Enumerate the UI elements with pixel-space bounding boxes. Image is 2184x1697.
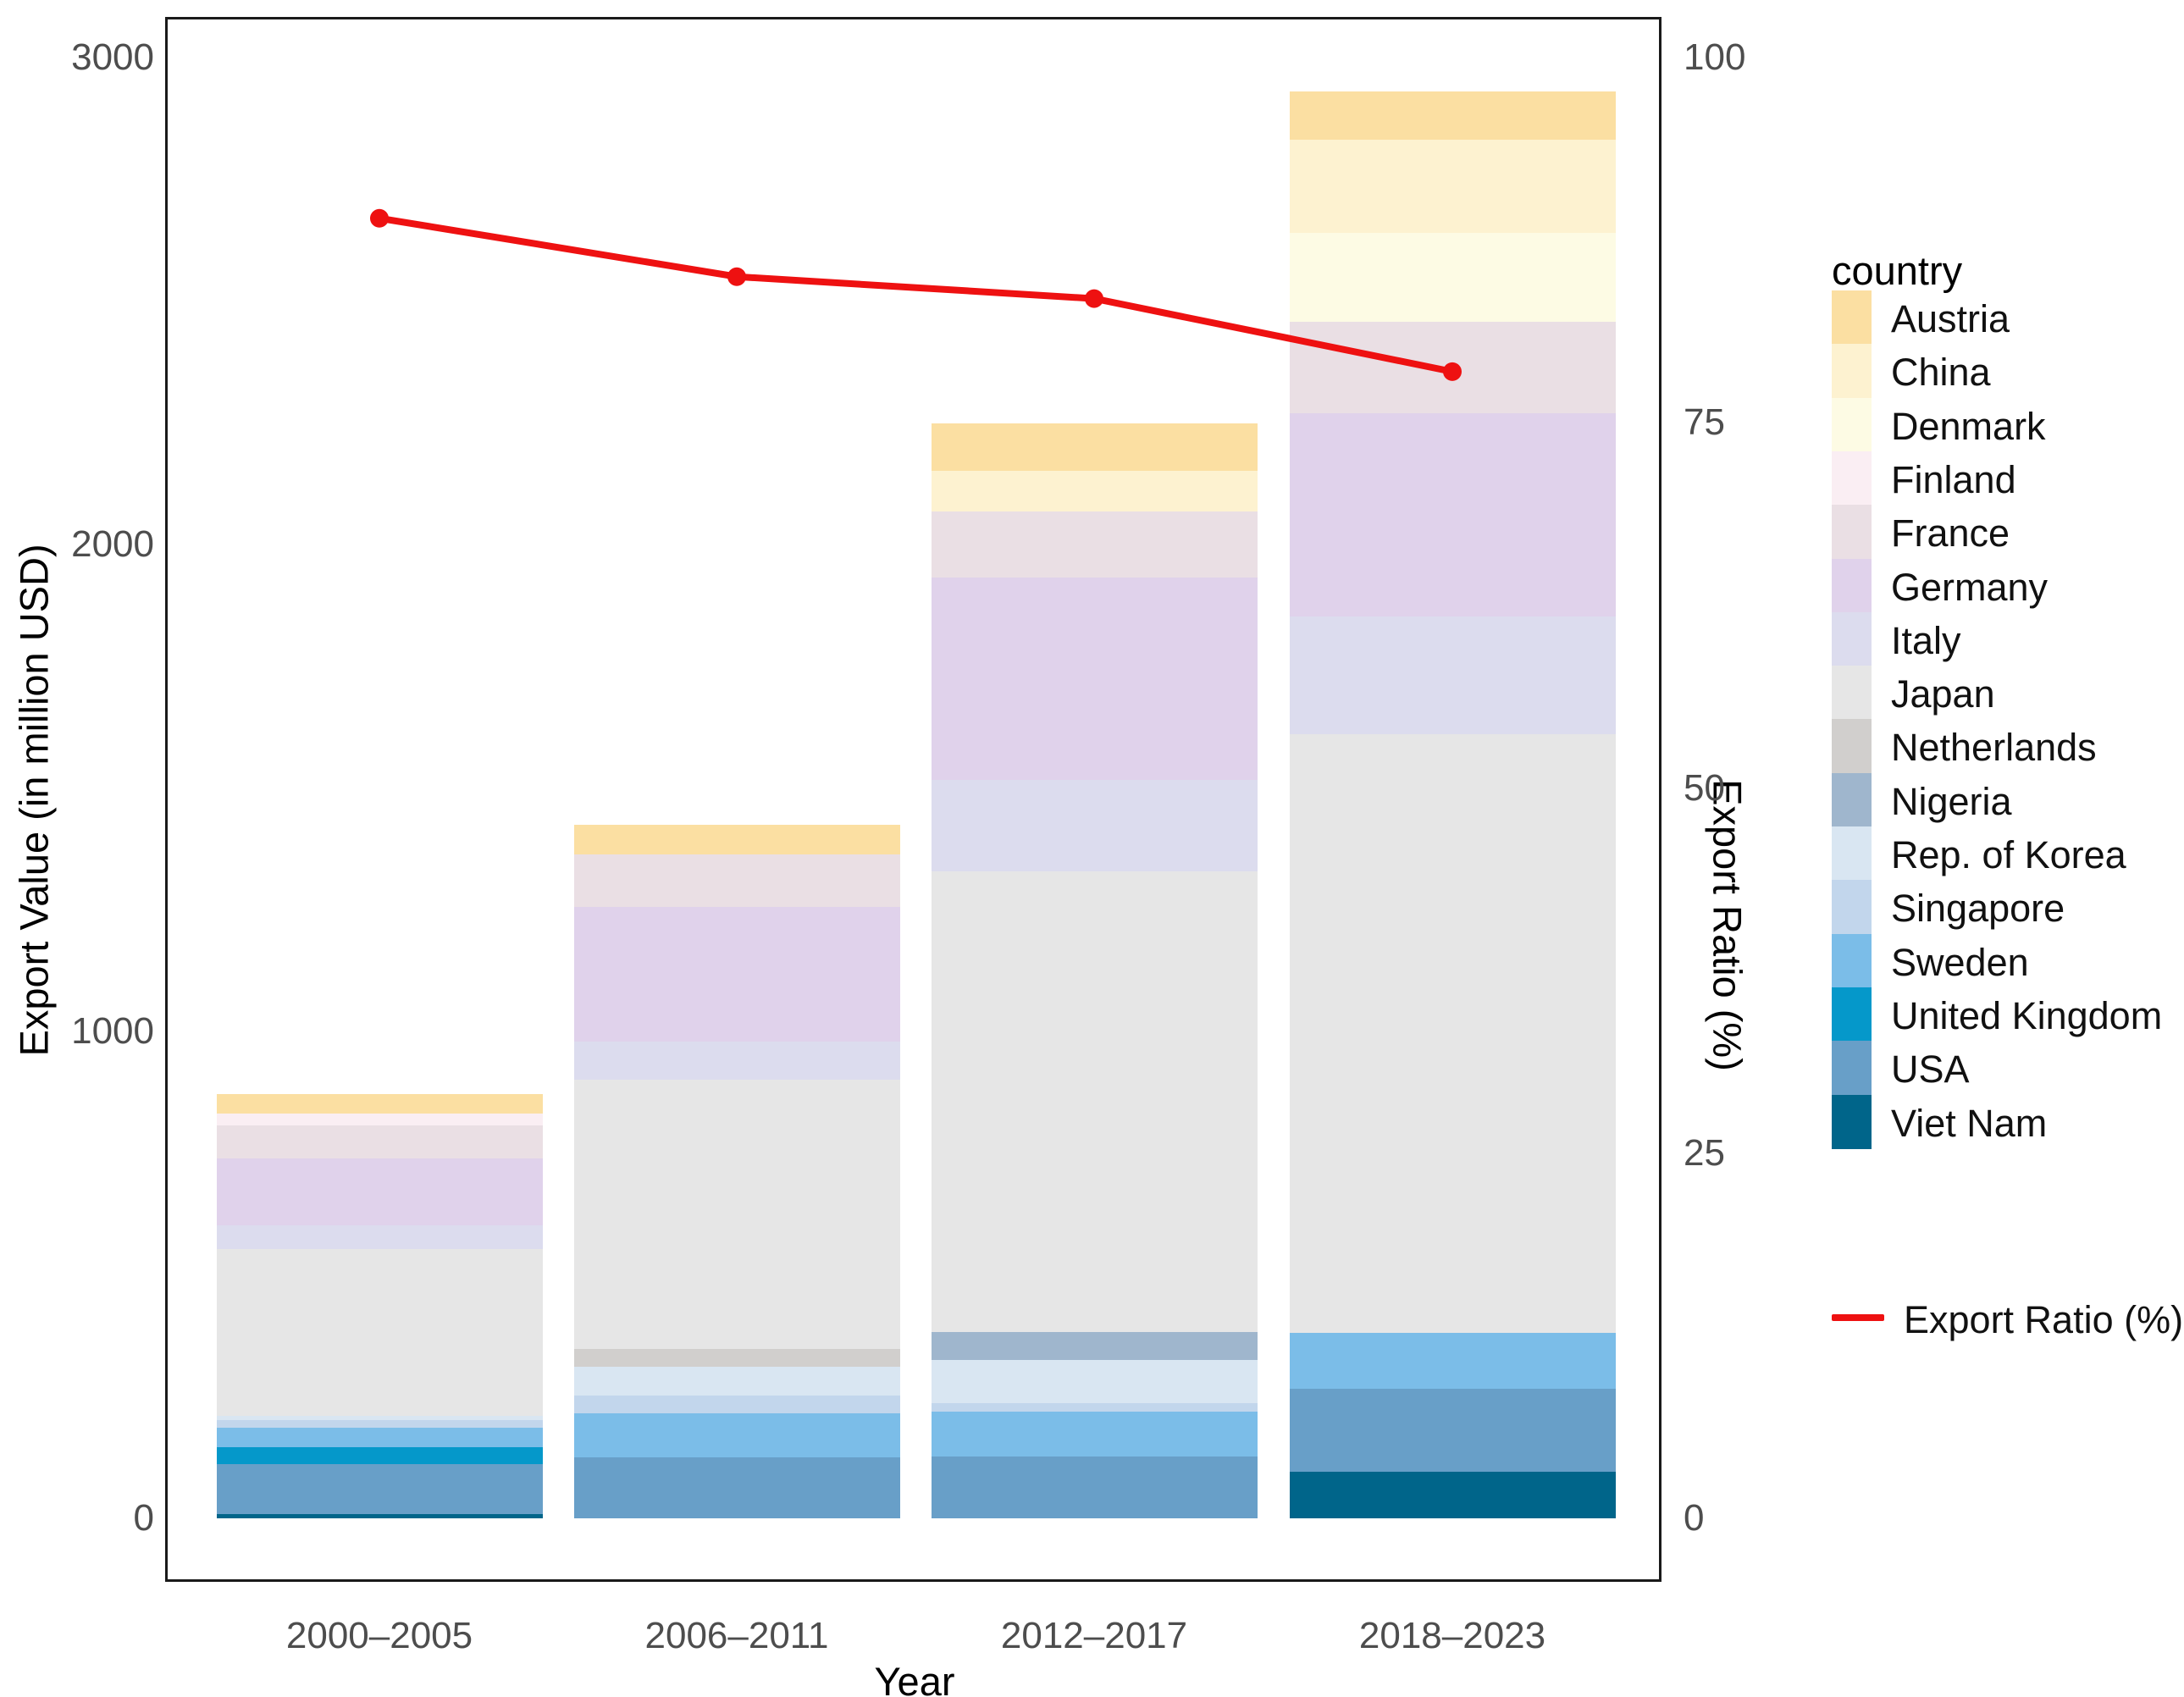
bar-segment-usa <box>1289 1389 1616 1472</box>
bar-segment-italy <box>931 780 1258 872</box>
bar-segment-china <box>931 470 1258 512</box>
bar-segment-austria <box>216 1094 543 1114</box>
legend-swatch-china <box>1832 344 1872 399</box>
legend-swatch-singapore <box>1832 880 1872 935</box>
legend-swatch-netherlands <box>1832 719 1872 774</box>
bar-segment-sweden <box>1289 1332 1616 1390</box>
legend-label-singapore: Singapore <box>1891 887 2065 931</box>
legend-swatch-nigeria <box>1832 772 1872 827</box>
legend-swatch-denmark <box>1832 397 1872 452</box>
y-axis-tick-left: 3000 <box>71 36 154 78</box>
bar-segment-usa <box>931 1456 1258 1518</box>
y-axis-title-left: Export Value (in million USD) <box>11 544 57 1057</box>
bar-segment-netherlands <box>573 1349 900 1368</box>
bar-segment-viet-nam <box>216 1513 543 1518</box>
y-axis-tick-left: 0 <box>133 1497 154 1539</box>
bar-segment-sweden <box>216 1428 543 1448</box>
export-ratio-legend-line <box>1832 1314 1884 1321</box>
bar-segment-sweden <box>931 1412 1258 1457</box>
y-axis-tick-right: 75 <box>1684 401 1725 444</box>
bar-segment-germany <box>1289 412 1616 617</box>
bar-segment-singapore <box>573 1396 900 1413</box>
legend-swatch-usa <box>1832 1041 1872 1096</box>
legend-swatch-japan <box>1832 666 1872 721</box>
legend-title: country <box>1832 248 1963 293</box>
bar-segment-china <box>1289 140 1616 233</box>
bar-segment-italy <box>573 1042 900 1080</box>
bar-segment-italy <box>216 1224 543 1250</box>
bar-segment-singapore <box>931 1403 1258 1412</box>
legend-label-denmark: Denmark <box>1891 404 2046 448</box>
legend-swatch-united-kingdom <box>1832 987 1872 1042</box>
bar-segment-sweden <box>573 1412 900 1458</box>
legend-label-usa: USA <box>1891 1047 1970 1092</box>
legend-label-sweden: Sweden <box>1891 940 2029 984</box>
legend-label-netherlands: Netherlands <box>1891 726 2097 770</box>
legend-swatch-rep-of-korea <box>1832 826 1872 881</box>
bar-segment-usa <box>573 1457 900 1518</box>
legend-label-austria: Austria <box>1891 297 2010 340</box>
y-axis-tick-left: 1000 <box>71 1010 154 1052</box>
bar-segment-italy <box>1289 616 1616 735</box>
y-axis-tick-right: 50 <box>1684 766 1725 809</box>
bar-segment-japan <box>216 1249 543 1417</box>
x-axis-tick: 2000–2005 <box>285 1615 473 1656</box>
legend-swatch-sweden <box>1832 933 1872 988</box>
legend-label-germany: Germany <box>1891 565 2049 609</box>
bar-segment-united-kingdom <box>216 1447 543 1465</box>
bar-segment-japan <box>573 1079 900 1350</box>
y-axis-tick-right: 25 <box>1684 1131 1725 1174</box>
export-ratio-legend-label: Export Ratio (%) <box>1904 1298 2184 1341</box>
legend-swatch-austria <box>1832 290 1872 345</box>
legend-label-italy: Italy <box>1891 618 1961 662</box>
bar-segment-singapore <box>216 1419 543 1429</box>
bar-segment-france <box>931 511 1258 578</box>
x-axis-tick: 2018–2023 <box>1358 1615 1546 1656</box>
legend-label-viet-nam: Viet Nam <box>1891 1101 2048 1145</box>
legend-label-france: France <box>1891 511 2010 556</box>
y-axis-tick-right: 100 <box>1684 36 1746 78</box>
x-axis-title: Year <box>874 1659 955 1697</box>
bar-segment-france <box>1289 322 1616 413</box>
legend-label-finland: Finland <box>1891 457 2016 501</box>
y-axis-tick-right: 0 <box>1684 1497 1705 1539</box>
bar-segment-germany <box>931 577 1258 781</box>
x-axis-tick: 2012–2017 <box>1000 1615 1188 1656</box>
bar-segment-france <box>216 1125 543 1159</box>
x-axis-tick: 2006–2011 <box>644 1615 829 1656</box>
legend-swatch-viet-nam <box>1832 1094 1872 1149</box>
bar-segment-viet-nam <box>1289 1471 1616 1518</box>
bar-segment-austria <box>573 825 900 855</box>
legend-swatch-finland <box>1832 451 1872 506</box>
bar-segment-usa <box>216 1464 543 1514</box>
legend-label-united-kingdom: United Kingdom <box>1891 993 2163 1037</box>
bar-segment-japan <box>1289 734 1616 1333</box>
bar-segment-france <box>573 854 900 908</box>
legend-swatch-germany <box>1832 558 1872 613</box>
bar-segment-austria <box>931 423 1258 471</box>
bar-segment-nigeria <box>931 1331 1258 1360</box>
bar-segment-denmark <box>1289 233 1616 323</box>
bar-segment-austria <box>1289 91 1616 141</box>
bar-segment-finland <box>216 1114 543 1125</box>
legend-label-china: China <box>1891 351 1991 395</box>
bar-segment-rep-of-korea <box>573 1367 900 1396</box>
bar-segment-japan <box>931 871 1258 1332</box>
bar-segment-germany <box>216 1158 543 1225</box>
bar-segment-germany <box>573 907 900 1042</box>
legend-label-nigeria: Nigeria <box>1891 779 2012 823</box>
y-axis-tick-left: 2000 <box>71 523 154 565</box>
bar-segment-rep-of-korea <box>216 1416 543 1420</box>
legend-swatch-italy <box>1832 611 1872 666</box>
legend-label-japan: Japan <box>1891 672 1995 716</box>
legend-label-rep-of-korea: Rep. of Korea <box>1891 833 2126 876</box>
bar-segment-rep-of-korea <box>931 1359 1258 1404</box>
legend-swatch-france <box>1832 505 1872 560</box>
